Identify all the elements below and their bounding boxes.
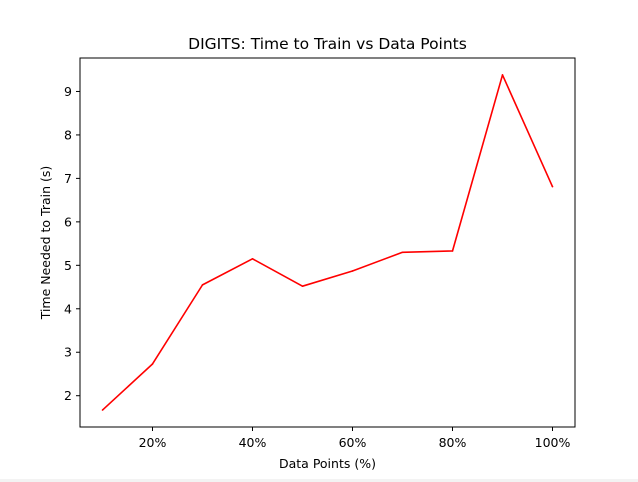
data-point [551,185,554,188]
data-point [201,284,204,286]
x-tick-label: 80% [439,435,467,450]
chart-title: DIGITS: Time to Train vs Data Points [188,35,467,53]
y-tick-label: 5 [64,258,72,273]
data-point [501,74,504,76]
x-tick-label: 40% [239,435,267,450]
data-point [151,363,154,365]
y-tick-label: 8 [64,127,72,142]
y-tick-label: 9 [64,84,72,99]
series-layer [101,74,554,411]
y-tick-label: 2 [64,388,72,403]
axes-ticks: 20% 40% 60% 80% 100% 2 3 4 5 6 7 8 9 [64,84,570,450]
x-tick-label: 60% [339,435,367,450]
x-axis-title: Data Points (%) [279,456,376,471]
x-tick-label: 100% [535,435,571,450]
data-point [101,409,104,411]
y-tick-label: 3 [64,345,72,360]
series-line-0 [101,74,554,411]
y-tick-label: 4 [64,301,72,316]
data-point [451,250,454,252]
data-point [301,285,304,287]
data-point [401,251,404,254]
data-point [351,270,354,272]
bottom-strip [0,479,638,482]
y-tick-label: 6 [64,214,72,229]
y-tick-label: 7 [64,171,72,186]
x-tick-label: 20% [139,435,167,450]
data-point [251,257,254,260]
plot-frame [79,57,576,428]
y-axis-title: Time Needed to Train (s) [38,166,53,321]
